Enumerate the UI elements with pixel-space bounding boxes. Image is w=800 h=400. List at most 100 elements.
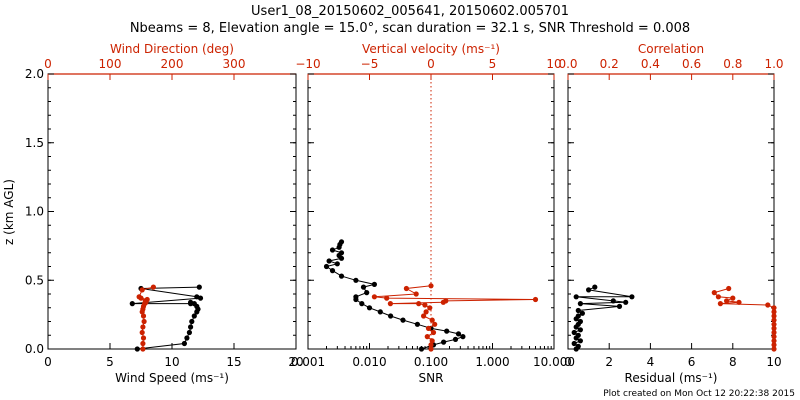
x-tick-label-top: −5 <box>361 57 379 71</box>
data-point <box>423 309 429 315</box>
data-point <box>429 317 435 323</box>
data-point <box>532 296 539 303</box>
data-point <box>140 324 146 330</box>
data-point <box>575 343 581 349</box>
data-point <box>711 290 717 296</box>
x-tick-label-top: 1.0 <box>764 57 783 71</box>
series-line <box>573 286 632 350</box>
data-point <box>189 318 195 325</box>
x-tick-label-top: −10 <box>295 57 320 71</box>
data-point <box>329 268 336 274</box>
data-point <box>571 329 577 336</box>
x-tick-label-bottom: 0.001 <box>291 355 325 369</box>
data-point <box>326 258 332 264</box>
data-point <box>573 294 579 300</box>
y-tick-label: 0.0 <box>25 342 44 356</box>
data-point <box>188 324 194 330</box>
data-point <box>771 317 777 323</box>
data-point <box>353 294 359 300</box>
data-point <box>181 340 187 347</box>
data-point <box>428 342 434 348</box>
panel-snr: 0.001 0.010 0.100 1.000 10.000 SNR −10 −5 0 5 10 Ve… <box>291 42 575 385</box>
data-point <box>717 301 724 307</box>
data-point <box>579 310 586 316</box>
data-point <box>387 301 393 307</box>
x-axis-label-top: Wind Direction (deg) <box>110 42 234 56</box>
plot-frame <box>47 73 297 350</box>
data-point <box>400 317 406 323</box>
data-point <box>139 287 145 293</box>
data-point <box>329 247 336 253</box>
data-point <box>338 273 345 279</box>
data-point <box>139 329 145 336</box>
x-tick-label-top: 0.0 <box>558 57 577 71</box>
y-tick-label: 2.0 <box>25 67 44 81</box>
data-point <box>184 335 190 341</box>
data-point <box>460 334 466 340</box>
panel-residual: 0 2 4 6 8 10 Residual (ms⁻¹) 0.0 0.2 0.4 0.6 0.8 1.0… <box>558 42 783 385</box>
x-tick-label-bottom: 10 <box>766 355 781 369</box>
x-tick-label-bottom: 0 <box>44 355 52 369</box>
data-point <box>575 313 581 319</box>
data-point <box>441 339 447 345</box>
data-point <box>136 294 142 300</box>
data-point <box>334 261 340 267</box>
data-point <box>353 277 359 283</box>
chart-title-line2: Nbeams = 8, Elevation angle = 15.0°, sca… <box>130 21 690 36</box>
data-point <box>452 336 459 342</box>
series-line <box>713 288 775 349</box>
data-point <box>384 295 390 301</box>
data-point <box>455 331 462 337</box>
data-point <box>371 294 377 300</box>
data-point <box>129 301 135 307</box>
x-tick-label-top: 0 <box>427 57 435 71</box>
data-point <box>140 313 147 319</box>
data-point <box>140 346 146 352</box>
x-axis-label-bottom: SNR <box>419 371 444 385</box>
data-point <box>610 298 616 304</box>
x-tick-label-top: 0.2 <box>600 57 619 71</box>
x-tick-label-top: 0.4 <box>641 57 660 71</box>
data-point <box>191 313 197 319</box>
data-point <box>360 284 367 290</box>
data-point <box>421 313 427 319</box>
data-point <box>623 299 629 305</box>
footer-note: Plot created on Mon Oct 12 20:22:38 2015 <box>603 389 795 399</box>
data-point <box>771 321 777 327</box>
x-tick-label-top: 10 <box>546 57 561 71</box>
data-point <box>771 346 777 352</box>
data-point <box>765 302 771 308</box>
x-tick-label-top: 300 <box>223 57 246 71</box>
x-tick-label-bottom: 15 <box>226 355 241 369</box>
data-point <box>586 287 592 293</box>
data-point <box>371 281 377 287</box>
data-point <box>771 309 777 315</box>
data-point <box>444 328 450 334</box>
data-point <box>629 294 635 300</box>
data-point <box>144 296 150 303</box>
data-point <box>338 239 345 245</box>
data-point <box>575 332 581 338</box>
data-point <box>413 291 419 297</box>
chart-title-line1: User1_08_20150602_005641, 20150602.00570… <box>251 4 569 19</box>
data-point <box>571 340 577 347</box>
data-point <box>364 290 370 296</box>
data-point <box>194 294 200 300</box>
data-point <box>359 301 365 307</box>
data-point <box>188 301 194 307</box>
data-point <box>592 284 598 290</box>
data-point <box>422 302 428 308</box>
x-tick-label-top: 0 <box>44 57 52 71</box>
data-point <box>736 299 742 305</box>
x-tick-label-bottom: 2 <box>605 355 613 369</box>
x-tick-label-bottom: 0.100 <box>414 355 448 369</box>
data-point <box>771 313 777 319</box>
x-tick-label-top: 0.6 <box>682 57 701 71</box>
data-point <box>414 321 420 327</box>
x-tick-label-top: 100 <box>99 57 122 71</box>
data-point <box>323 263 330 270</box>
x-tick-label-bottom: 4 <box>647 355 655 369</box>
data-point <box>134 346 140 352</box>
